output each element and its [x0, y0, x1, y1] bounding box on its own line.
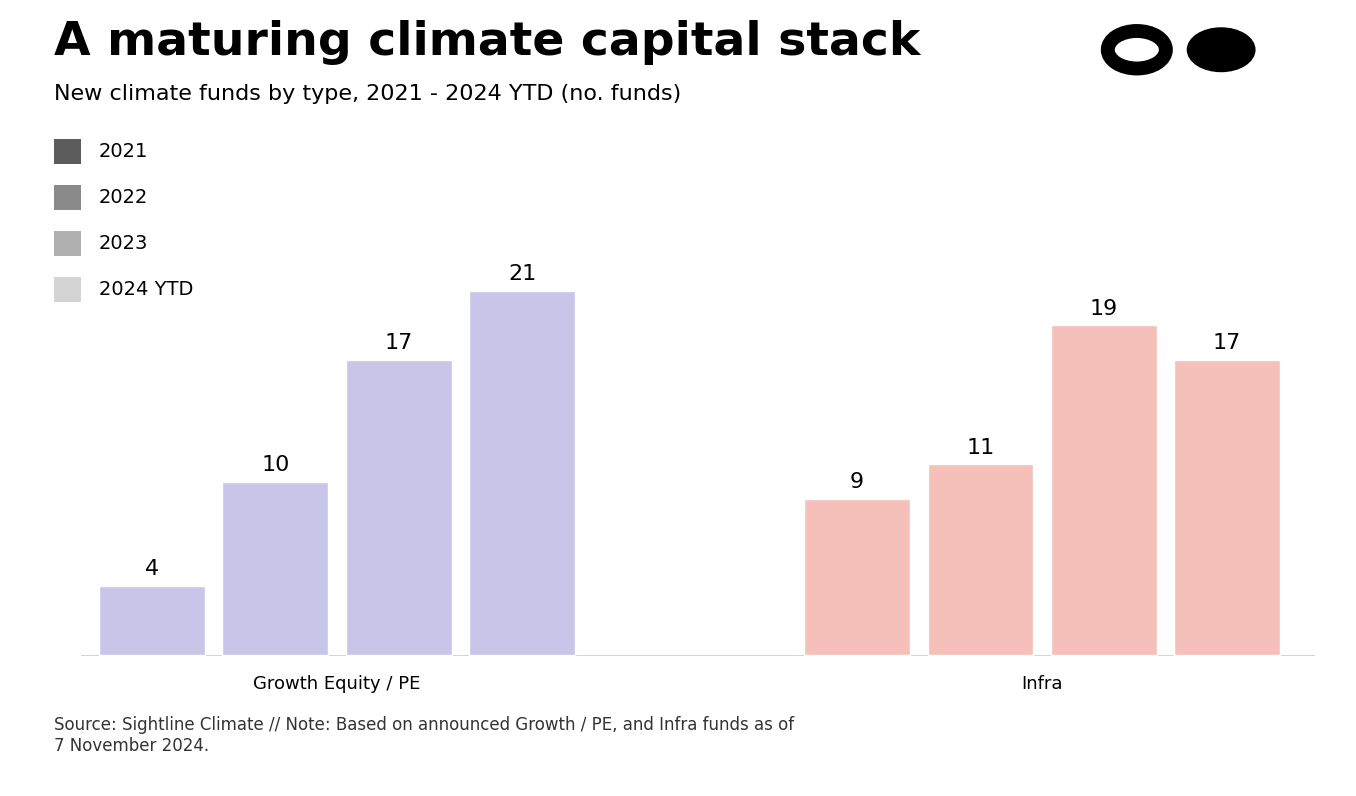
Text: 19: 19 [1090, 298, 1117, 318]
FancyBboxPatch shape [1051, 326, 1157, 655]
Text: 17: 17 [1214, 334, 1241, 353]
FancyBboxPatch shape [928, 464, 1033, 655]
FancyBboxPatch shape [1174, 360, 1280, 655]
FancyBboxPatch shape [222, 482, 328, 655]
Text: 2021: 2021 [99, 142, 148, 161]
Text: 4: 4 [145, 560, 159, 579]
Text: 10: 10 [262, 455, 289, 475]
FancyBboxPatch shape [346, 360, 452, 655]
Text: 2024 YTD: 2024 YTD [99, 280, 194, 299]
FancyBboxPatch shape [99, 586, 205, 655]
Circle shape [1188, 28, 1254, 72]
Text: 17: 17 [385, 334, 412, 353]
Text: Growth Equity / PE: Growth Equity / PE [254, 676, 420, 693]
Text: 9: 9 [850, 473, 864, 493]
Text: 21: 21 [508, 264, 536, 284]
FancyBboxPatch shape [469, 291, 575, 655]
Text: 2022: 2022 [99, 188, 148, 207]
Text: 2023: 2023 [99, 234, 148, 253]
Text: New climate funds by type, 2021 - 2024 YTD (no. funds): New climate funds by type, 2021 - 2024 Y… [54, 84, 682, 103]
Text: A maturing climate capital stack: A maturing climate capital stack [54, 20, 921, 65]
Text: 11: 11 [967, 438, 994, 458]
Text: Infra: Infra [1021, 676, 1063, 693]
FancyBboxPatch shape [804, 499, 910, 655]
Text: Source: Sightline Climate // Note: Based on announced Growth / PE, and Infra fun: Source: Sightline Climate // Note: Based… [54, 716, 795, 755]
